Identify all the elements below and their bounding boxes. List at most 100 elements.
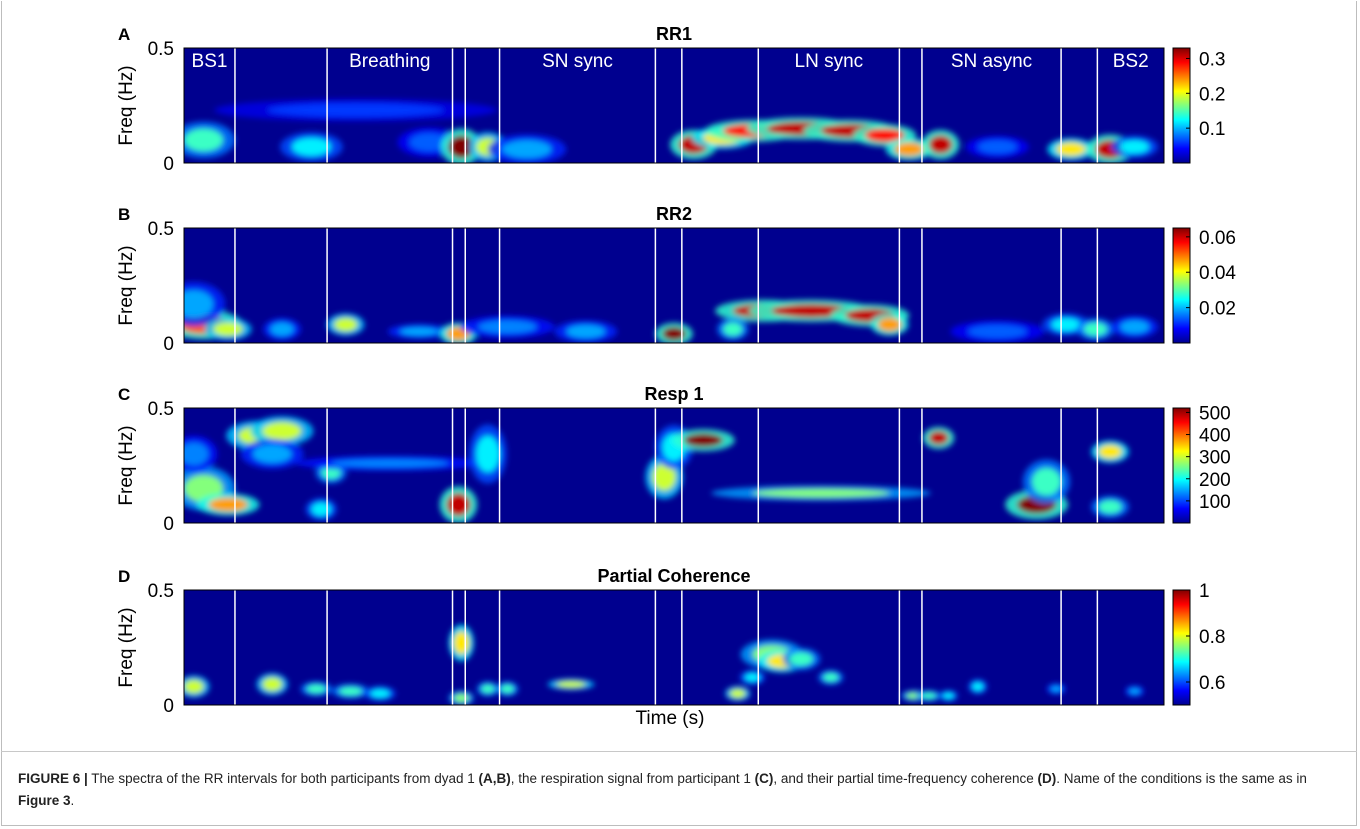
heatmap-hotspot [1031,467,1062,496]
caption-text-1: The spectra of the RR intervals for both… [87,771,479,786]
plot-frame [183,407,1165,524]
heatmap-hotspot [942,692,955,700]
heatmap-hotspot [480,684,495,694]
caption-ref-ab: (A,B) [478,771,511,786]
heatmap-hotspot [453,693,470,703]
caption-label: FIGURE 6 | [18,771,88,786]
panel-letter: D [118,567,130,586]
caption-text-2: , the respiration signal from participan… [510,771,755,786]
condition-label: BS1 [192,51,228,72]
plot-frame [183,589,1165,706]
heatmap-hotspot [977,140,1018,154]
panel-b: 0.5 0 Freq (Hz) B RR2 0.06 0.04 0.02 [116,204,1236,355]
heatmap-hotspot [333,317,358,332]
colorbar [1172,227,1191,344]
y-tick-label: 0 [163,696,174,717]
heatmap-hotspot [894,142,924,157]
heatmap-hotspot [744,672,761,683]
heatmap-hotspot [478,320,537,334]
caption-ref-c: (C) [754,771,774,786]
caption-text-3: , and their partial time-frequency coher… [773,771,1038,786]
heatmap-hotspot [291,137,331,157]
heatmap-hotspot [311,502,332,517]
heatmap-hotspot [566,324,606,339]
y-axis-label: Freq (Hz) [116,245,137,325]
heatmap-hotspot [1083,322,1108,337]
heatmap-hotspot [971,682,984,692]
condition-label: SN async [951,51,1032,72]
y-axis-label: Freq (Hz) [116,425,137,505]
y-tick-label: 0.5 [148,581,174,602]
panel-letter: B [118,205,130,224]
y-tick-label: 0 [163,154,174,175]
caption-ref-figure3: Figure 3 [18,793,71,808]
condition-label: BS2 [1113,51,1149,72]
heatmap-hotspot [306,684,327,694]
heatmap-hotspot [252,444,292,464]
caption-text-5: . [70,793,75,808]
y-tick-label: 0 [163,514,174,535]
colorbar-tick-label: 100 [1199,492,1231,513]
heatmap-hotspot [448,135,475,159]
heatmap-hotspot [1056,142,1086,157]
condition-label: SN sync [542,51,613,72]
heatmap-hotspot [262,421,302,441]
heatmap-hotspot [822,672,839,683]
heatmap-hotspot [370,688,390,699]
heatmap-hotspot [652,463,676,491]
colorbar-tick-label: 0.6 [1199,673,1225,694]
heatmap-hotspot [184,679,204,694]
plot-frame [183,227,1165,344]
heatmap-field [184,99,1159,163]
heatmap-hotspot [184,290,214,318]
heatmap-hotspot [865,128,905,143]
heatmap-hotspot [331,458,449,468]
heatmap-hotspot [928,135,953,154]
heatmap-hotspot [500,684,515,694]
panel-letter: A [118,25,130,44]
heatmap-hotspot [262,677,283,692]
panel-title: Partial Coherence [597,566,750,586]
condition-label: LN sync [795,51,864,72]
plot-frame [183,47,1165,164]
heatmap-hotspot [968,324,1027,339]
heatmap-hotspot [446,493,471,517]
heatmap-hotspot [789,652,814,666]
heatmap-hotspot [1098,500,1122,514]
heatmap-hotspot [752,488,890,498]
heatmap-hotspot [729,688,746,699]
heatmap-hotspot [338,686,363,696]
heatmap-field [184,416,1129,523]
panel-a: 0.5 0 Freq (Hz) A RR1 BS1 Breathing SN sync LN s… [116,24,1225,175]
colorbar-tick-label: 0.8 [1199,627,1225,648]
colorbar [1172,47,1191,164]
heatmap-hotspot [409,133,449,152]
heatmap-hotspot [1098,444,1122,459]
y-tick-label: 0.5 [148,219,174,240]
y-axis-label: Freq (Hz) [116,65,137,145]
heatmap-hotspot [556,680,586,688]
colorbar-tick-label: 200 [1199,470,1231,491]
y-axis-label: Freq (Hz) [116,607,137,687]
y-tick-label: 0 [163,334,174,355]
colorbar-tick-label: 400 [1199,426,1231,447]
caption-divider [1,751,1357,752]
colorbar [1172,589,1191,706]
heatmap-hotspot [772,303,851,318]
heatmap-hotspot [270,322,294,337]
caption-text-4: . Name of the conditions is the same as … [1056,771,1307,786]
heatmap-hotspot [184,442,209,466]
heatmap-hotspot [1119,320,1150,334]
colorbar-tick-label: 300 [1199,448,1231,469]
panel-d: 0.5 0 Freq (Hz) D Partial Coherence 1 0.8 0.6 [116,566,1225,717]
x-axis-label: Time (s) [636,708,705,729]
heatmap-hotspot [502,140,552,159]
heatmap-hotspot [1051,317,1081,332]
heatmap-field [184,281,1159,343]
heatmap-hotspot [1119,140,1150,154]
heatmap-hotspot [1050,685,1063,693]
colorbar-tick-label: 0.06 [1199,228,1236,249]
heatmap-hotspot [662,326,686,341]
